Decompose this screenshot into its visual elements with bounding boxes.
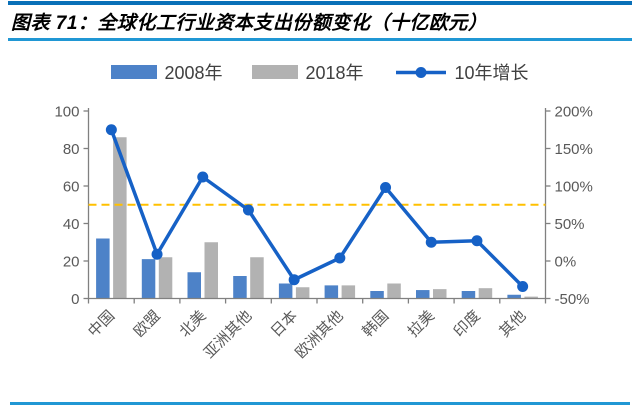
bar-2018年-2 [204, 242, 218, 299]
category-label: 欧洲其他 [292, 307, 346, 361]
line-point-6 [380, 182, 392, 193]
bar-2018年-4 [295, 287, 310, 299]
category-label: 日本 [268, 307, 301, 340]
category-label: 韩国 [359, 307, 392, 340]
legend-item-2018: 2018年 [252, 59, 364, 85]
bar-2008年-9 [507, 294, 521, 299]
figure-title: 图表 71：全球化工行业资本支出份额变化（十亿欧元） [11, 13, 488, 34]
right-axis-label: -50% [555, 291, 590, 308]
line-point-5 [334, 252, 346, 264]
left-axis-label: 100 [54, 103, 79, 120]
bar-2008年-3 [233, 276, 247, 299]
left-axis-label: 80 [63, 141, 80, 158]
chart-legend: 2008年 2018年 10年增长 [0, 59, 640, 85]
bar-2008年-6 [370, 291, 384, 299]
bar-2008年-7 [416, 290, 430, 299]
right-axis-label: 100% [555, 178, 593, 195]
right-axis-label: 0% [555, 253, 577, 270]
bar-2018年-7 [433, 289, 447, 299]
bar-2008年-8 [461, 291, 476, 299]
line-point-7 [425, 236, 437, 248]
title-underline [8, 38, 632, 41]
legend-label-growth: 10年增长 [454, 63, 529, 83]
bar-2018年-6 [387, 283, 401, 299]
legend-item-2008: 2008年 [111, 59, 222, 85]
line-point-9 [517, 281, 529, 292]
left-axis-label: 20 [63, 253, 80, 270]
legend-item-growth: 10年增长 [394, 59, 529, 85]
left-axis-label: 40 [63, 216, 80, 233]
legend-dot [415, 66, 427, 78]
bar-2018年-5 [341, 285, 356, 299]
bar-2008年-5 [324, 285, 339, 299]
category-label: 其他 [496, 307, 529, 340]
bar-2018年-9 [524, 296, 538, 299]
category-label: 中国 [85, 307, 118, 340]
growth-line [109, 128, 525, 289]
bar-2018年-1 [158, 257, 173, 299]
category-label: 拉美 [405, 307, 438, 340]
legend-label-2018: 2018年 [305, 63, 364, 83]
line-point-0 [105, 124, 117, 136]
bar-2018年-0 [113, 137, 127, 299]
category-label: 亚洲其他 [201, 307, 255, 361]
top-rule [8, 1, 632, 5]
line-point-4 [288, 274, 300, 286]
legend-line-dot-marker [395, 66, 446, 78]
category-label: 印度 [451, 307, 484, 340]
category-label: 北美 [176, 307, 209, 340]
bar-2008年-1 [141, 259, 156, 299]
legend-label-2008: 2008年 [164, 63, 223, 83]
right-axis-label: 150% [555, 141, 593, 158]
legend-swatch-2008 [111, 65, 158, 79]
right-axis-label: 50% [555, 216, 585, 233]
line-point-1 [151, 248, 163, 260]
line-point-2 [197, 171, 209, 183]
line-point-3 [242, 204, 254, 216]
left-axis-label: 0 [71, 291, 79, 308]
bar-2008年-0 [96, 238, 110, 299]
line-point-8 [471, 235, 483, 247]
left-axis-label: 60 [63, 178, 80, 195]
bar-2008年-4 [278, 283, 293, 299]
category-label: 欧盟 [131, 307, 164, 340]
bar-2018年-3 [250, 257, 264, 299]
bottom-rule [10, 402, 630, 405]
bar-2008年-2 [187, 272, 201, 299]
bar-2018年-8 [478, 288, 493, 299]
legend-swatch-2018 [252, 65, 299, 79]
right-axis-label: 200% [555, 103, 593, 120]
